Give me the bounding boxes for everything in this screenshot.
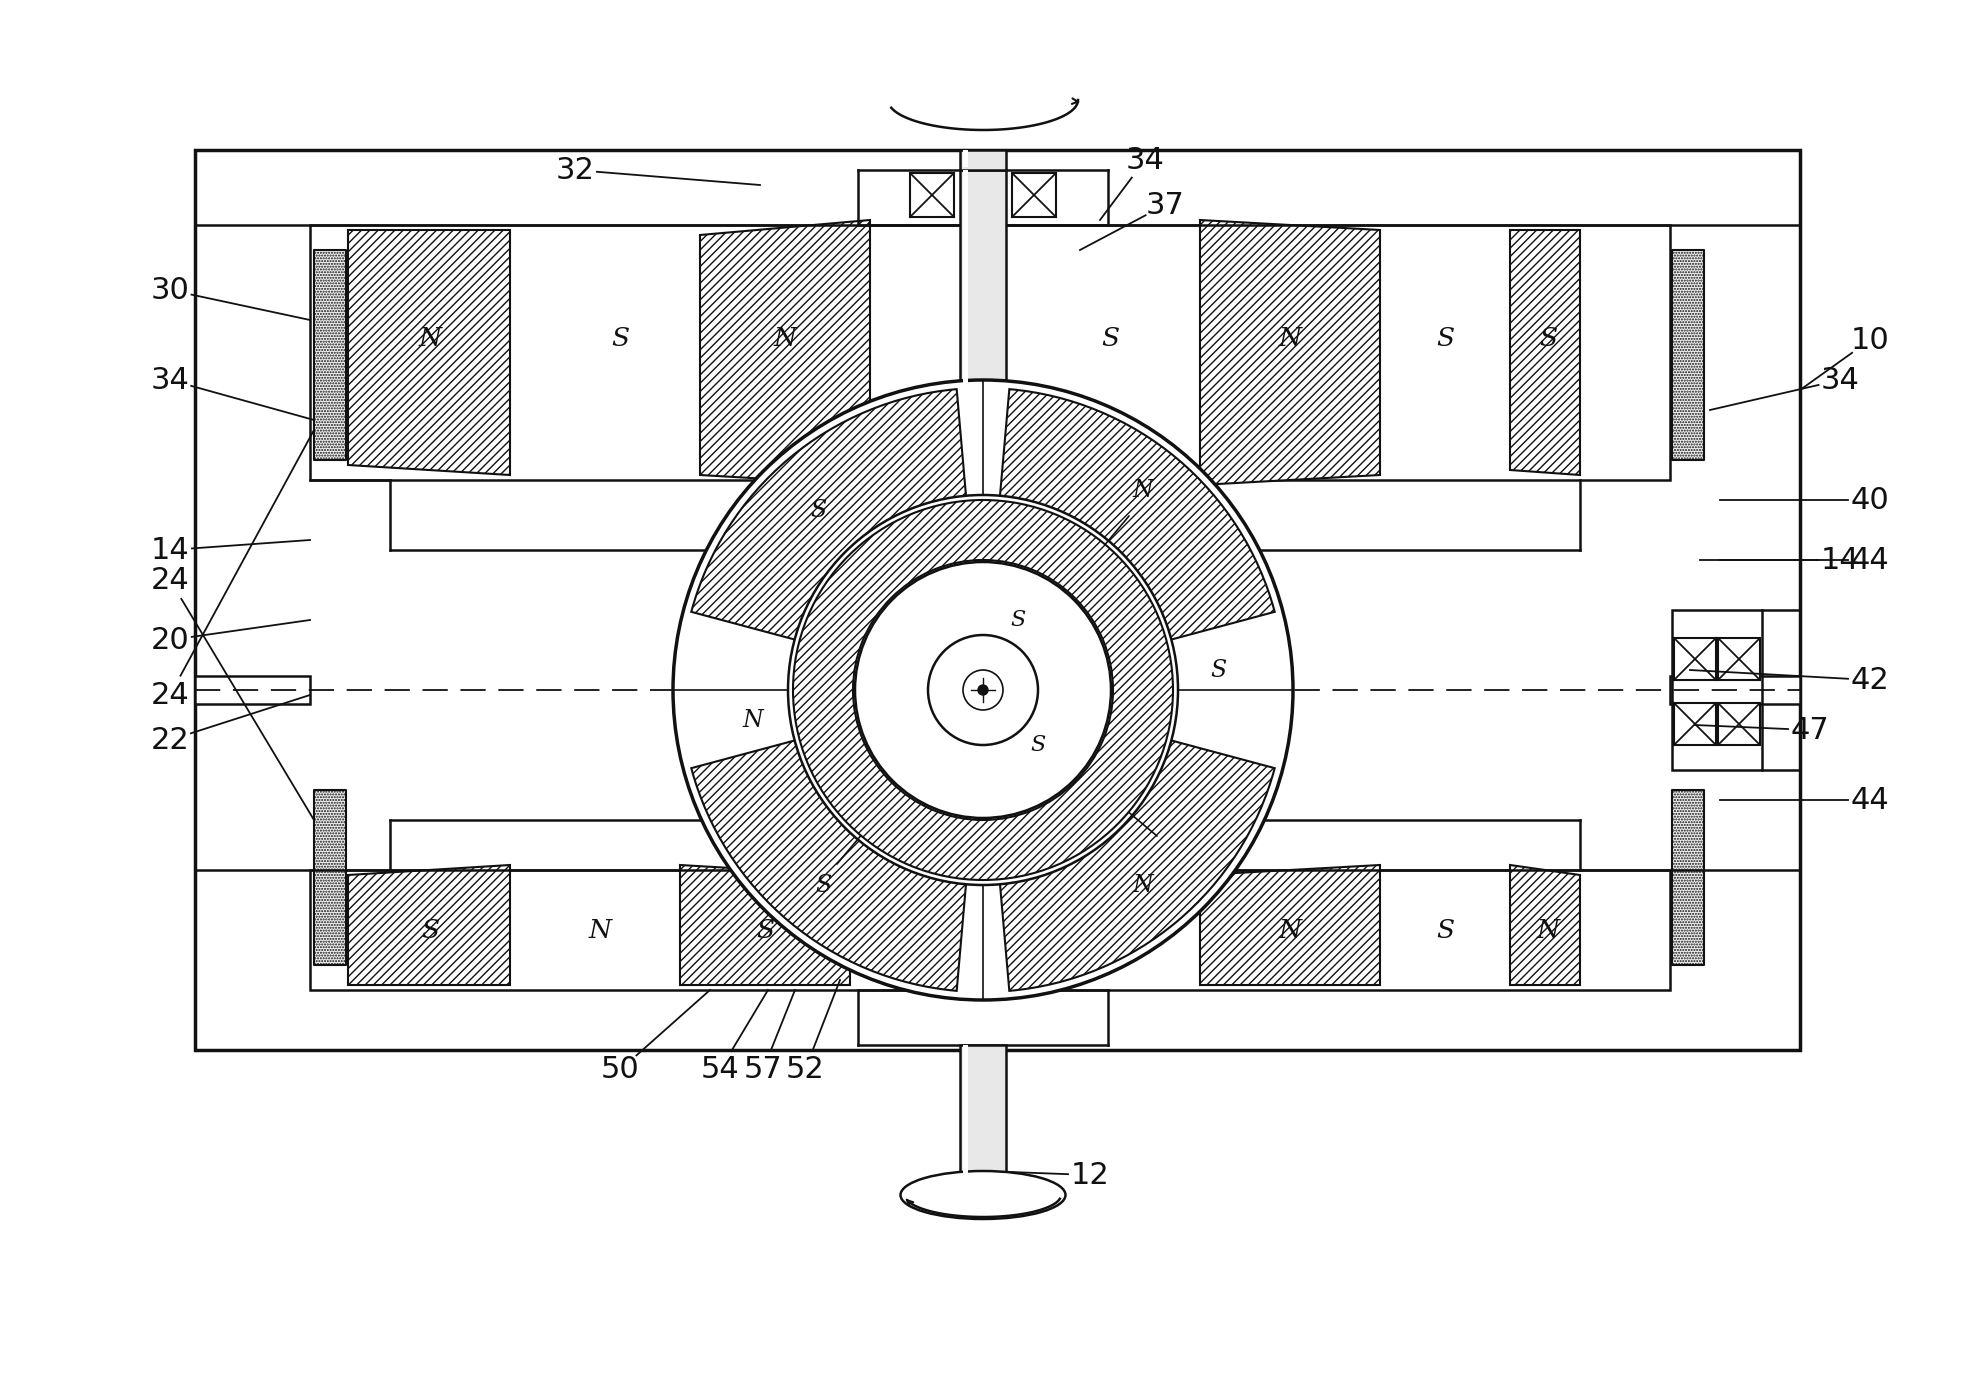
- Bar: [1011, 498, 1056, 542]
- Wedge shape: [793, 500, 1172, 880]
- Text: N: N: [1279, 326, 1302, 351]
- Text: S: S: [1011, 609, 1025, 631]
- Wedge shape: [989, 708, 1275, 991]
- Bar: [311, 225, 1670, 480]
- Text: 44: 44: [1851, 545, 1890, 574]
- Text: 44: 44: [1851, 785, 1890, 814]
- Text: 32: 32: [555, 156, 594, 185]
- Bar: [1717, 638, 1760, 680]
- Ellipse shape: [901, 1172, 1066, 1219]
- Text: S: S: [755, 918, 775, 943]
- Polygon shape: [700, 219, 869, 484]
- Bar: [1672, 250, 1703, 460]
- Polygon shape: [1511, 865, 1580, 985]
- Text: 50: 50: [600, 1056, 639, 1085]
- Bar: [911, 498, 954, 542]
- Text: S: S: [612, 326, 629, 351]
- Polygon shape: [1511, 230, 1580, 475]
- Bar: [1717, 702, 1760, 745]
- Circle shape: [856, 562, 1111, 818]
- Text: S: S: [1436, 326, 1454, 351]
- Polygon shape: [348, 230, 509, 475]
- Bar: [1674, 638, 1715, 680]
- Text: S: S: [1031, 734, 1046, 756]
- Circle shape: [928, 635, 1039, 745]
- Text: 54: 54: [700, 1056, 740, 1085]
- Text: S: S: [810, 498, 826, 522]
- Bar: [1674, 702, 1715, 745]
- Text: S: S: [1102, 918, 1119, 943]
- Text: N: N: [588, 918, 612, 943]
- Bar: [964, 1045, 968, 1183]
- Wedge shape: [989, 389, 1275, 672]
- Text: 34: 34: [151, 366, 189, 395]
- Text: 10: 10: [1851, 326, 1890, 355]
- Text: N: N: [419, 326, 441, 351]
- Text: 14: 14: [151, 535, 189, 564]
- Text: 22: 22: [151, 726, 189, 755]
- Text: 30: 30: [151, 276, 189, 305]
- Text: S: S: [1210, 658, 1225, 682]
- Polygon shape: [348, 865, 509, 985]
- Text: 52: 52: [785, 1056, 824, 1085]
- Circle shape: [978, 684, 987, 696]
- Bar: [964, 170, 968, 487]
- Bar: [315, 789, 346, 965]
- Circle shape: [964, 671, 1003, 709]
- Bar: [1672, 610, 1762, 770]
- Text: N: N: [1133, 874, 1153, 897]
- Bar: [1670, 676, 1800, 704]
- Text: S: S: [814, 874, 832, 897]
- Polygon shape: [1200, 219, 1381, 484]
- Text: 47: 47: [1790, 715, 1829, 744]
- Text: N: N: [1279, 918, 1302, 943]
- Text: S: S: [1102, 326, 1119, 351]
- Bar: [195, 676, 311, 704]
- Text: N: N: [1133, 479, 1153, 501]
- Wedge shape: [690, 389, 978, 672]
- Text: 34: 34: [1125, 145, 1164, 174]
- Text: 24: 24: [151, 680, 189, 709]
- Text: 42: 42: [1851, 665, 1890, 694]
- Text: S: S: [1436, 918, 1454, 943]
- Bar: [960, 150, 1005, 170]
- Text: 57: 57: [744, 1056, 783, 1085]
- Bar: [911, 172, 954, 217]
- Text: 24: 24: [151, 566, 189, 595]
- Text: 34: 34: [1821, 366, 1859, 395]
- Text: S: S: [421, 918, 439, 943]
- Text: 20: 20: [151, 625, 189, 654]
- Bar: [960, 1045, 1005, 1185]
- Text: 37: 37: [1145, 190, 1184, 219]
- Text: N: N: [744, 708, 763, 731]
- Circle shape: [789, 495, 1178, 885]
- Wedge shape: [690, 708, 978, 991]
- Polygon shape: [1200, 865, 1381, 985]
- Circle shape: [673, 380, 1292, 1000]
- Bar: [315, 250, 346, 460]
- Bar: [960, 170, 1005, 490]
- Text: 40: 40: [1851, 486, 1890, 515]
- Text: S: S: [1538, 326, 1558, 351]
- Bar: [195, 150, 1800, 1050]
- Bar: [311, 869, 1670, 989]
- Text: 12: 12: [1070, 1161, 1109, 1190]
- Text: N: N: [773, 326, 797, 351]
- Bar: [964, 150, 968, 167]
- Text: N: N: [1536, 918, 1560, 943]
- Text: 14: 14: [1821, 545, 1859, 574]
- Bar: [1672, 789, 1703, 965]
- Polygon shape: [681, 865, 850, 985]
- Bar: [1011, 172, 1056, 217]
